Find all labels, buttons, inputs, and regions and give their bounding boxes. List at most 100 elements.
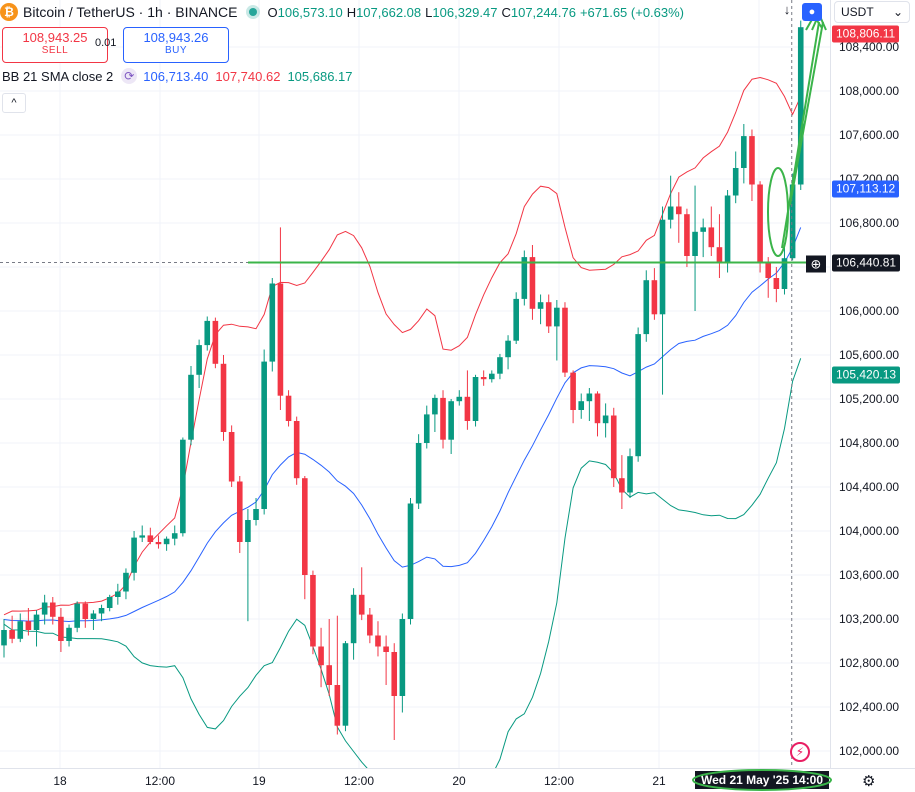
- candle-body: [594, 393, 601, 424]
- candle-body: [204, 320, 211, 346]
- time-tick-label: 21: [652, 774, 666, 788]
- scroll-to-latest-button[interactable]: ↓: [779, 2, 795, 22]
- candle-body: [106, 597, 113, 608]
- chart-area[interactable]: [0, 0, 830, 768]
- chevron-up-icon: ^: [11, 97, 17, 109]
- crosshair-price-label: 106,440.81: [832, 254, 901, 271]
- candle-body: [180, 439, 186, 534]
- candle-body: [708, 227, 715, 248]
- open-value: 106,573.10: [277, 4, 343, 20]
- buy-price: 108,943.26: [143, 30, 209, 45]
- candle-body: [334, 685, 341, 726]
- candle-body: [326, 665, 332, 685]
- buy-button[interactable]: 108,943.26 BUY: [123, 27, 229, 63]
- buy-label: BUY: [164, 45, 188, 56]
- time-tick-label: 18: [53, 774, 67, 788]
- candle-body: [17, 621, 24, 639]
- candle-body: [245, 520, 251, 542]
- time-tick-label: 12:00: [543, 774, 575, 788]
- last-price-label: 107,113.12: [832, 180, 900, 198]
- gear-icon[interactable]: ⚙: [862, 773, 876, 790]
- annotation-arrow: [789, 21, 824, 206]
- change-value: +671.65 (+0.63%): [579, 4, 685, 20]
- price-tick-label: 104,000.00: [839, 524, 900, 538]
- candle-body: [383, 646, 389, 652]
- price-tick-label: 106,000.00: [839, 304, 900, 318]
- candle-body: [49, 602, 56, 617]
- candle-body: [220, 363, 227, 432]
- candle-body: [448, 401, 454, 440]
- symbol-legend[interactable]: ₿ Bitcoin / TetherUS · 1h · BINANCE O 106…: [0, 2, 688, 22]
- candle-body: [33, 614, 40, 630]
- candle-body: [375, 635, 381, 647]
- chevron-down-icon: ⌄: [892, 5, 903, 19]
- annotation-arrow: [781, 21, 820, 249]
- sell-button[interactable]: 108,943.25 SELL: [2, 27, 108, 63]
- time-axis[interactable]: 18 12:00 19 12:00 20 12:00 21 Wed 21 May '25 1…: [0, 768, 915, 792]
- bb-upper-line: [3, 76, 802, 616]
- lightning-icon[interactable]: ⚡: [790, 742, 810, 762]
- candle-body: [578, 401, 585, 410]
- bb-basis-value: 106,713.40: [143, 68, 209, 84]
- candle-body: [171, 533, 178, 539]
- bb-upper-value: 107,740.62: [215, 68, 281, 84]
- sell-price: 108,943.25: [22, 30, 88, 45]
- candle-body: [367, 614, 373, 636]
- bb-lower-value: 105,686.17: [287, 68, 353, 84]
- candle-body: [1, 630, 7, 646]
- bb-lower-line: [3, 358, 802, 768]
- candle-body: [765, 261, 772, 278]
- candle-body: [155, 542, 162, 545]
- candle-body: [115, 591, 121, 597]
- candle-body: [423, 414, 430, 443]
- currency-select[interactable]: USDT ⌄: [834, 1, 910, 23]
- candle-body: [773, 278, 780, 289]
- alert-button[interactable]: ●: [802, 3, 822, 21]
- candle-body: [41, 602, 48, 615]
- candle-body: [643, 280, 650, 335]
- bollinger-legend[interactable]: BB 21 SMA close 2 ⟳ 106,713.40 107,740.6…: [2, 68, 353, 84]
- candle-body: [318, 646, 324, 666]
- price-tick-label: 104,800.00: [839, 436, 900, 450]
- spread-value: 0.01: [95, 37, 117, 49]
- candle-body: [82, 603, 89, 619]
- price-tick-label: 103,200.00: [839, 612, 900, 626]
- candle-body: [529, 257, 536, 309]
- candle-body: [562, 307, 568, 373]
- bitcoin-icon: ₿: [0, 3, 18, 21]
- candle-body: [293, 421, 300, 479]
- bell-icon: ●: [808, 6, 816, 18]
- collapse-legend-button[interactable]: ^: [2, 93, 26, 113]
- candle-body: [228, 432, 235, 482]
- price-tick-label: 103,600.00: [839, 568, 900, 582]
- price-axis[interactable]: 108,400.00 108,000.00 107,600.00 107,200.00…: [830, 0, 915, 768]
- price-tick-label: 108,400.00: [839, 40, 900, 54]
- candle-body: [741, 136, 747, 168]
- candle-body: [684, 214, 690, 256]
- price-chart[interactable]: [0, 0, 830, 768]
- symbol-title[interactable]: Bitcoin / TetherUS · 1h · BINANCE: [23, 4, 238, 20]
- candle-body: [651, 280, 658, 315]
- market-open-indicator: [249, 8, 258, 16]
- candle-body: [635, 334, 641, 457]
- close-label: C: [501, 4, 511, 20]
- candle-body: [497, 357, 503, 374]
- candle-body: [66, 627, 72, 641]
- candle-body: [545, 302, 552, 327]
- candle-body: [692, 231, 698, 256]
- indicator-name[interactable]: BB 21 SMA close 2: [2, 68, 114, 84]
- candle-body: [196, 345, 202, 375]
- candle-body: [554, 307, 560, 327]
- price-tick-label: 107,600.00: [839, 128, 900, 142]
- candle-body: [98, 608, 105, 614]
- candle-body: [716, 247, 723, 262]
- candle-body: [163, 538, 170, 545]
- candle-body: [277, 283, 284, 396]
- candle-body: [253, 509, 259, 520]
- candle-body: [724, 195, 731, 262]
- candle-body: [627, 456, 633, 493]
- crosshair-time-label: Wed 21 May '25 14:00: [695, 771, 830, 789]
- add-crosshair-button[interactable]: ⊕: [806, 255, 826, 273]
- low-value: 106,329.47: [432, 4, 498, 20]
- candle-body: [619, 478, 625, 493]
